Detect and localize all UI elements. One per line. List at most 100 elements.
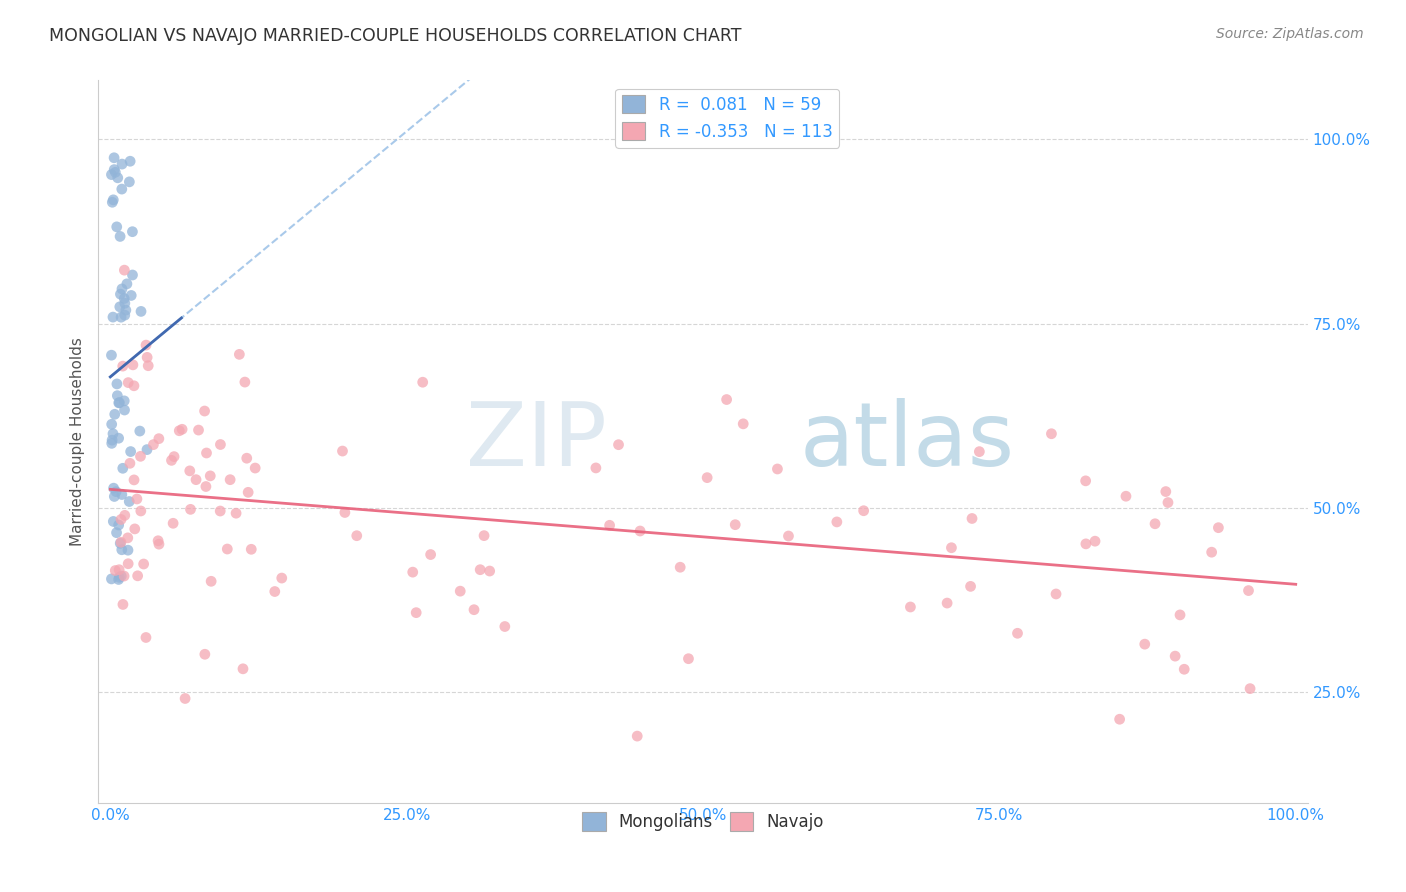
Point [110, 512, 132, 526]
Point [217, 541, 239, 556]
Point [1154, 484, 1177, 499]
Point [148, 432, 170, 446]
Point [1173, 662, 1195, 676]
Point [120, 154, 142, 169]
Point [148, 537, 170, 551]
Point [194, 479, 217, 493]
Point [941, 541, 963, 555]
Point [1239, 681, 1261, 696]
Point [121, 268, 143, 282]
Point [235, 451, 257, 466]
Point [626, 729, 648, 743]
Point [1074, 537, 1097, 551]
Point [900, 599, 922, 614]
Point [346, 529, 368, 543]
Point [103, 162, 125, 177]
Point [136, 351, 159, 365]
Point [118, 456, 141, 470]
Point [270, 571, 292, 585]
Point [112, 569, 135, 583]
Point [111, 182, 134, 196]
Point [233, 375, 256, 389]
Point [959, 579, 981, 593]
Point [200, 469, 222, 483]
Point [105, 389, 128, 403]
Point [117, 531, 139, 545]
Point [825, 515, 848, 529]
Point [232, 662, 254, 676]
Point [599, 518, 621, 533]
Point [194, 404, 217, 418]
Point [114, 303, 136, 318]
Point [101, 310, 124, 324]
Point [121, 225, 143, 239]
Point [101, 195, 124, 210]
Point [114, 296, 136, 310]
Point [1084, 534, 1107, 549]
Point [114, 508, 136, 523]
Point [107, 170, 129, 185]
Point [135, 631, 157, 645]
Point [100, 348, 122, 362]
Point [238, 485, 260, 500]
Point [200, 574, 222, 589]
Point [103, 481, 125, 495]
Point [716, 392, 738, 407]
Point [669, 560, 692, 574]
Point [333, 506, 356, 520]
Point [1237, 583, 1260, 598]
Point [111, 359, 134, 373]
Point [104, 564, 127, 578]
Point [118, 175, 141, 189]
Point [108, 300, 131, 314]
Point [120, 288, 142, 302]
Point [263, 584, 285, 599]
Point [766, 462, 789, 476]
Point [419, 548, 441, 562]
Point [332, 444, 354, 458]
Point [628, 524, 651, 538]
Point [174, 691, 197, 706]
Point [100, 436, 122, 450]
Point [132, 557, 155, 571]
Point [1108, 712, 1130, 726]
Point [1040, 426, 1063, 441]
Point [129, 304, 152, 318]
Point [101, 433, 124, 447]
Point [696, 470, 718, 484]
Point [184, 473, 207, 487]
Point [463, 603, 485, 617]
Point [129, 504, 152, 518]
Point [105, 484, 128, 499]
Point [1164, 649, 1187, 664]
Point [187, 423, 209, 437]
Point [1074, 474, 1097, 488]
Point [100, 168, 122, 182]
Point [1144, 516, 1167, 531]
Point [125, 491, 148, 506]
Point [472, 528, 495, 542]
Point [1208, 521, 1230, 535]
Point [209, 504, 232, 518]
Point [114, 308, 136, 322]
Point [733, 417, 755, 431]
Text: atlas: atlas [800, 398, 1015, 485]
Point [103, 490, 125, 504]
Point [105, 525, 128, 540]
Point [104, 407, 127, 421]
Point [114, 403, 136, 417]
Point [585, 461, 607, 475]
Point [122, 473, 145, 487]
Point [607, 438, 630, 452]
Point [120, 444, 142, 458]
Point [110, 569, 132, 583]
Point [122, 378, 145, 392]
Legend: Mongolians, Navajo: Mongolians, Navajo [575, 805, 831, 838]
Text: MONGOLIAN VS NAVAJO MARRIED-COUPLE HOUSEHOLDS CORRELATION CHART: MONGOLIAN VS NAVAJO MARRIED-COUPLE HOUSE… [49, 27, 742, 45]
Point [111, 542, 134, 557]
Point [960, 511, 983, 525]
Text: ZIP: ZIP [465, 398, 606, 485]
Point [124, 522, 146, 536]
Point [103, 193, 125, 207]
Point [112, 292, 135, 306]
